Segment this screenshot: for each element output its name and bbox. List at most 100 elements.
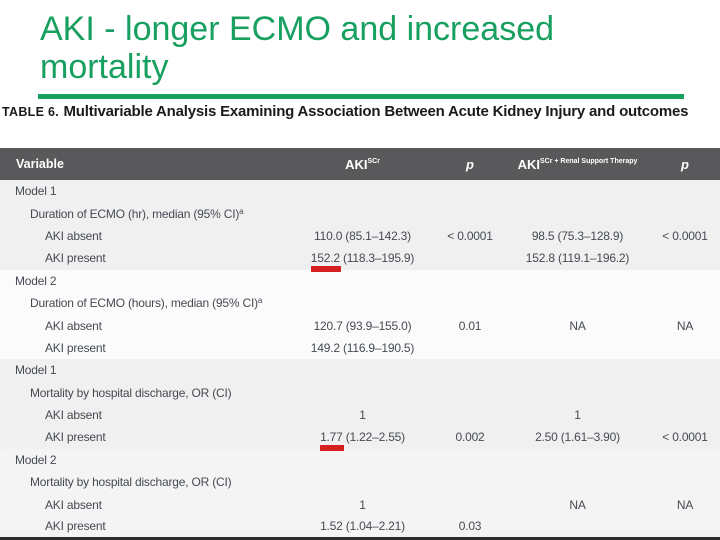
cell-aki-rst [505, 359, 650, 381]
footnote-marker: a [257, 296, 263, 306]
cell-aki-scr: 110.0 (85.1–142.3) [314, 228, 411, 243]
cell-aki-rst: 2.50 (1.61–3.90) [535, 430, 620, 445]
cell-p1 [435, 359, 505, 381]
cell-p1 [435, 292, 505, 314]
cell-p2: < 0.0001 [662, 430, 708, 445]
table-row: Duration of ECMO (hr), median (95% CI)a [0, 202, 720, 225]
table-row: Duration of ECMO (hours), median (95% CI… [0, 291, 720, 315]
row-label: Duration of ECMO (hr), median (95% CI)a [30, 206, 244, 221]
cell-p2 [650, 382, 720, 404]
table-row: AKI absent 1 1 [0, 403, 720, 427]
cell-p2 [650, 247, 720, 269]
cell-aki-scr [290, 180, 435, 202]
results-table: Variable AKISCr p AKISCr + Renal Support… [0, 148, 720, 540]
table-header-row: Variable AKISCr p AKISCr + Renal Support… [0, 148, 720, 180]
row-label: AKI absent [45, 228, 102, 243]
cell-p2 [650, 180, 720, 202]
cell-p2 [650, 337, 720, 359]
cell-aki-rst: 98.5 (75.3–128.9) [531, 228, 624, 243]
cell-aki-scr: 1 [359, 497, 366, 512]
cell-aki-scr [290, 359, 435, 381]
cell-p2 [650, 359, 720, 381]
row-label: Mortality by hospital discharge, OR (CI) [30, 475, 232, 490]
cell-p2 [650, 270, 720, 292]
cell-aki-rst: 152.8 (119.1–196.2) [525, 251, 630, 266]
cell-p1 [435, 202, 505, 224]
table-caption: TABLE 6. Multivariable Analysis Examinin… [2, 103, 704, 121]
table-row: AKI present 1.77 (1.22–2.55) 0.002 2.50 (1.… [0, 426, 720, 449]
cell-p1 [435, 382, 505, 404]
cell-p2 [650, 202, 720, 224]
row-label: AKI absent [45, 318, 102, 333]
table-caption-text: Multivariable Analysis Examining Associa… [63, 103, 689, 120]
row-label: AKI present [45, 340, 106, 355]
table-row: Model 1 [0, 359, 720, 382]
row-label: Model 1 [15, 184, 57, 199]
table-caption-number: TABLE 6. [2, 105, 60, 119]
cell-aki-scr [290, 292, 435, 314]
table-row: Model 2 [0, 448, 720, 472]
table-row: AKI absent 1 NA NA [0, 493, 720, 516]
cell-aki-scr: 1.77 (1.22–2.55) [320, 430, 405, 445]
cell-p1 [435, 247, 505, 269]
cell-aki-rst: 1 [574, 408, 581, 423]
table-body: Model 1 Duration of ECMO (hr), median (95… [0, 180, 720, 539]
table-row: AKI present 1.52 (1.04–2.21) 0.03 [0, 515, 720, 539]
results-table-wrap: Variable AKISCr p AKISCr + Renal Support… [0, 148, 720, 540]
row-label: Model 1 [15, 363, 57, 378]
row-label: AKI absent [45, 408, 102, 423]
cell-aki-rst [505, 382, 650, 404]
title-underline [38, 94, 684, 99]
cell-p1 [435, 493, 505, 515]
table-row: Mortality by hospital discharge, OR (CI) [0, 471, 720, 494]
cell-p1 [435, 337, 505, 359]
row-label: AKI present [45, 251, 106, 266]
table-row: AKI present 149.2 (116.9–190.5) [0, 336, 720, 360]
cell-aki-rst [505, 180, 650, 202]
col-header-aki-rst: AKISCr + Renal Support Therapy [517, 156, 638, 172]
cell-p2 [650, 471, 720, 493]
cell-p1 [435, 449, 505, 471]
cell-aki-scr: 149.2 (116.9–190.5) [310, 340, 415, 355]
cell-p2 [650, 449, 720, 471]
cell-aki-rst [505, 337, 650, 359]
table-row: AKI absent 120.7 (93.9–155.0) 0.01 NA NA [0, 314, 720, 337]
col-header-aki-scr: AKISCr [345, 156, 380, 172]
table-header: Variable AKISCr p AKISCr + Renal Support… [0, 148, 720, 180]
cell-p1: 0.002 [455, 430, 485, 445]
cell-aki-rst: NA [569, 318, 586, 333]
red-underline-highlight: 1.77 [320, 430, 343, 445]
col-header-p2: p [681, 156, 689, 172]
cell-p1 [435, 471, 505, 493]
cell-p2: NA [676, 318, 694, 333]
slide-title: AKI - longer ECMO and increased mortalit… [40, 10, 555, 86]
row-label: AKI present [45, 519, 106, 534]
cell-p2: NA [676, 497, 694, 512]
row-label: Mortality by hospital discharge, OR (CI) [30, 385, 232, 400]
row-label: Model 2 [15, 452, 57, 467]
cell-aki-scr: 152.2 (118.3–195.9) [310, 251, 415, 266]
cell-aki-rst [505, 449, 650, 471]
row-label: Model 2 [15, 273, 57, 288]
cell-aki-scr: 1 [359, 408, 366, 423]
cell-p1: 0.03 [458, 519, 482, 534]
cell-aki-scr [290, 471, 435, 493]
table-row: AKI absent 110.0 (85.1–142.3) < 0.0001 98.5… [0, 224, 720, 248]
cell-p1 [435, 270, 505, 292]
cell-aki-scr: 1.52 (1.04–2.21) [320, 519, 405, 534]
cell-aki-scr [290, 382, 435, 404]
cell-p2 [650, 516, 720, 538]
cell-aki-rst [505, 516, 650, 538]
cell-aki-rst [505, 202, 650, 224]
cell-aki-scr: 120.7 (93.9–155.0) [313, 318, 412, 333]
cell-p1: 0.01 [458, 318, 482, 333]
col-header-p1: p [466, 156, 474, 172]
table-row: Model 2 [0, 269, 720, 292]
cell-p1: < 0.0001 [447, 228, 493, 243]
row-label: AKI present [45, 430, 106, 445]
cell-aki-scr [290, 449, 435, 471]
cell-p2 [650, 292, 720, 314]
row-label: AKI absent [45, 497, 102, 512]
table-row: AKI present 152.2 (118.3–195.9) 152.8 (119… [0, 247, 720, 270]
